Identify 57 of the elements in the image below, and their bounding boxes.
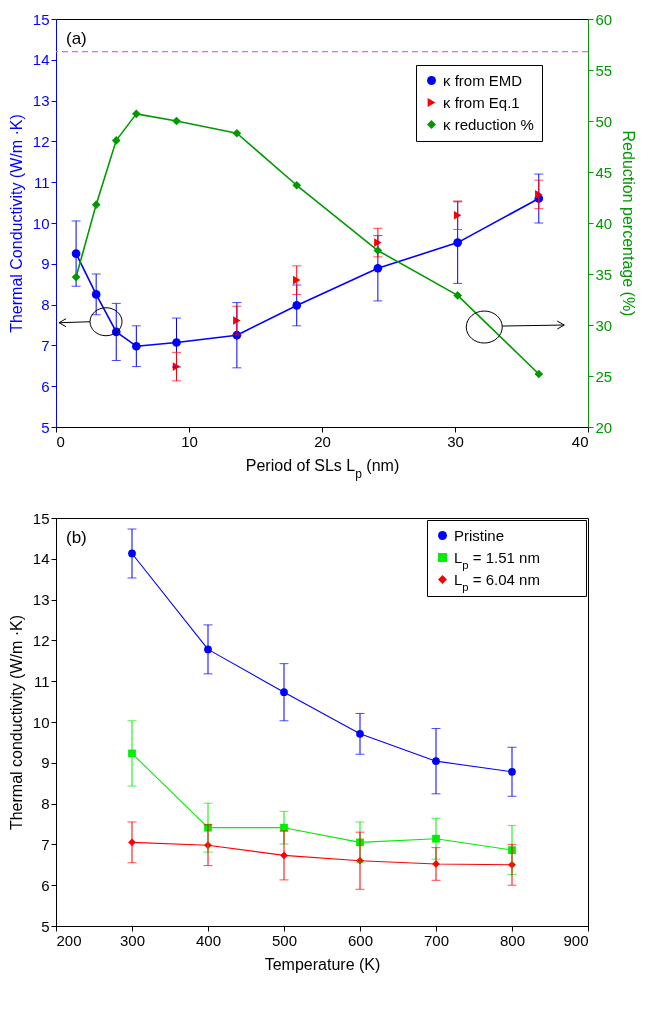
annotation: (b) [66, 528, 87, 547]
x-tick-label: 800 [499, 931, 526, 949]
y2-tick-label: 40 [595, 214, 613, 232]
annotation: (a) [66, 29, 87, 48]
y-tick-label: 10 [32, 713, 50, 731]
x-tick-label: 20 [314, 432, 331, 450]
y-tick-label: 7 [41, 835, 50, 853]
y-tick-label: 14 [32, 550, 50, 568]
y-tick-label: 7 [41, 336, 50, 354]
y-tick-label: 8 [41, 795, 50, 813]
y-tick-label: 10 [32, 214, 50, 232]
x-tick-label: 40 [571, 432, 589, 450]
y2-tick-label: 25 [595, 367, 613, 385]
y-tick-label: 13 [32, 591, 50, 609]
x-tick-label: 30 [447, 432, 464, 450]
x-tick-label: 0 [56, 432, 65, 450]
y-tick-label: 11 [33, 672, 50, 690]
y-tick-label: 6 [41, 377, 50, 395]
legend-label: κ from EMD [443, 71, 523, 89]
y2-tick-label: 20 [595, 418, 613, 436]
x-tick-label: 400 [195, 931, 222, 949]
y2-tick-label: 55 [595, 61, 613, 79]
y2-tick-label: 35 [595, 265, 613, 283]
y-tick-label: 11 [33, 173, 50, 191]
x-axis-title: Period of SLs L$_{p}$ (nm) [245, 456, 400, 481]
y-tick-label: 14 [32, 51, 50, 69]
x-tick-label: 300 [119, 931, 146, 949]
x-tick-label: 600 [347, 931, 374, 949]
x-tick-label: 200 [56, 931, 82, 949]
y-tick-label: 8 [41, 296, 50, 314]
y2-tick-label: 60 [595, 10, 613, 28]
x-tick-label: 700 [423, 931, 450, 949]
y2-tick-label: 50 [595, 112, 613, 130]
y-axis-title: Thermal Conductivity (W/m ·K) [7, 114, 25, 333]
x-tick-label: 10 [181, 432, 198, 450]
y-tick-label: 5 [41, 917, 50, 935]
legend-label: Pristine [454, 526, 505, 544]
x-tick-label: 500 [271, 931, 298, 949]
y-tick-label: 5 [41, 418, 50, 436]
y-tick-label: 12 [32, 132, 50, 150]
y2-tick-label: 45 [595, 163, 613, 181]
y-tick-label: 9 [41, 255, 50, 273]
y2-axis-title: Reduction percentage (%) [620, 130, 638, 317]
y2-tick-label: 30 [595, 316, 613, 334]
legend-label: L$_{p}$ = 1.51 nm [454, 548, 540, 571]
y-tick-label: 15 [32, 10, 50, 28]
legend-label: L$_{p}$ = 6.04 nm [454, 570, 540, 593]
y-tick-label: 15 [32, 509, 50, 527]
y-tick-label: 13 [32, 92, 50, 110]
legend-label: κ from Eq.1 [443, 93, 520, 111]
x-axis-title: Temperature (K) [264, 955, 381, 973]
y-tick-label: 9 [41, 754, 50, 772]
x-tick-label: 900 [563, 931, 589, 949]
y-axis-title: Thermal conductivity (W/m ·K) [7, 614, 25, 831]
y-tick-label: 12 [32, 631, 50, 649]
y-tick-label: 6 [41, 876, 50, 894]
legend-label: κ reduction % [443, 115, 534, 133]
